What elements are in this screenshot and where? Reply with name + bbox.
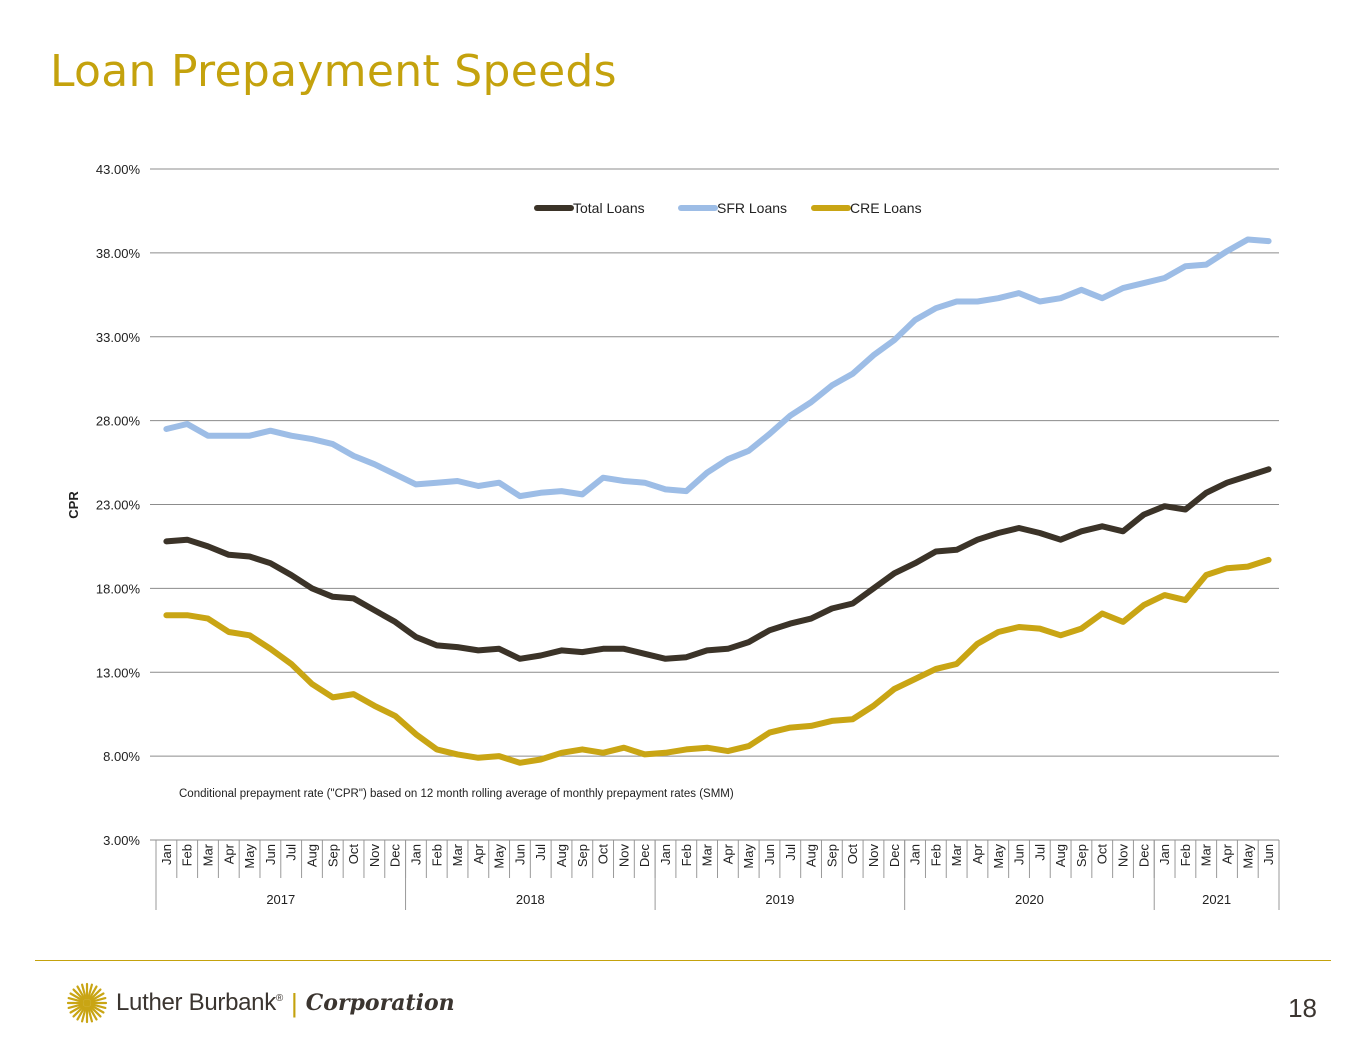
x-month-label: Feb	[1178, 844, 1193, 866]
company-logo: Luther Burbank® | Corporation	[66, 982, 455, 1024]
y-tick-label: 28.00%	[96, 414, 141, 429]
x-month-label: Jan	[159, 844, 174, 865]
y-tick-label: 38.00%	[96, 246, 141, 261]
x-month-label: Mar	[949, 843, 964, 866]
y-axis-label: CPR	[66, 491, 81, 519]
page-title: Loan Prepayment Speeds	[50, 46, 617, 97]
x-month-label: Jun	[512, 844, 527, 865]
x-month-label: Aug	[804, 844, 819, 867]
x-month-label: Feb	[429, 844, 444, 866]
page-number: 18	[1288, 993, 1317, 1023]
x-month-label: Oct	[346, 844, 361, 865]
x-year-label: 2019	[765, 892, 794, 907]
y-tick-label: 3.00%	[103, 833, 140, 848]
y-tick-label: 13.00%	[96, 665, 141, 680]
series-line-cre-loans	[163, 556, 1272, 766]
x-month-label: Apr	[720, 843, 735, 864]
x-month-label: May	[242, 844, 257, 869]
x-month-label: Mar	[1199, 843, 1214, 866]
x-month-label: Mar	[200, 843, 215, 866]
x-axis: Jan Feb Mar Apr May Jun Jul Aug Sep Oct Nov Dec Jan F…	[155, 840, 1280, 910]
x-month-label: Aug	[554, 844, 569, 867]
x-month-label: Feb	[928, 844, 943, 866]
y-axis-tick-labels: 43.00% 38.00% 33.00% 28.00% 23.00% 18.00% 13.0…	[96, 162, 141, 848]
y-tick-label: 43.00%	[96, 162, 141, 177]
x-year-label: 2020	[1015, 892, 1044, 907]
x-month-label: Apr	[221, 843, 236, 864]
x-month-label: Jan	[1157, 844, 1172, 865]
x-year-label: 2017	[266, 892, 295, 907]
y-tick-label: 23.00%	[96, 498, 141, 513]
x-month-label: Aug	[1053, 844, 1068, 867]
x-month-label: Jan	[908, 844, 923, 865]
x-month-label: Jul	[533, 844, 548, 861]
series-lines	[163, 236, 1272, 766]
legend: Total Loans SFR Loans CRE Loans	[534, 200, 922, 216]
gridlines	[150, 168, 1279, 841]
chart-annotation: Conditional prepayment rate ("CPR") base…	[179, 788, 734, 800]
legend-label: Total Loans	[573, 200, 645, 216]
series-line-total-loans	[163, 466, 1272, 662]
x-month-label: Apr	[970, 843, 985, 864]
x-month-label: Apr	[1220, 843, 1235, 864]
x-month-label: Jun	[762, 844, 777, 865]
line-chart: 43.00% 38.00% 33.00% 28.00% 23.00% 18.00% 13.0…	[66, 162, 1280, 910]
x-month-label: Dec	[637, 844, 652, 868]
x-month-label: Jul	[1032, 844, 1047, 861]
y-tick-label: 8.00%	[103, 749, 140, 764]
x-month-label: Jun	[263, 844, 278, 865]
x-month-label: Aug	[304, 844, 319, 867]
x-month-label: Oct	[1095, 844, 1110, 865]
x-month-label: Jul	[284, 844, 299, 861]
x-month-label: May	[741, 844, 756, 869]
x-month-label: Sep	[824, 844, 839, 867]
sunburst-logo-icon	[66, 982, 108, 1024]
x-month-label: Jan	[408, 844, 423, 865]
x-month-label: Dec	[388, 844, 403, 868]
y-tick-label: 18.00%	[96, 581, 141, 596]
x-month-label: Feb	[180, 844, 195, 866]
x-month-label: Jan	[658, 844, 673, 865]
logo-brand: Luther Burbank®	[116, 989, 283, 1016]
x-month-label: Dec	[887, 844, 902, 868]
x-month-label: Mar	[450, 843, 465, 866]
legend-label: CRE Loans	[850, 200, 922, 216]
x-month-label: Nov	[616, 844, 631, 868]
series-line-sfr-loans	[163, 236, 1272, 500]
x-month-label: May	[492, 844, 507, 869]
x-month-label: Oct	[845, 844, 860, 865]
x-year-label: 2018	[516, 892, 545, 907]
logo-separator: |	[291, 987, 298, 1018]
x-month-label: Sep	[325, 844, 340, 867]
x-month-label: Oct	[596, 844, 611, 865]
x-month-label: Nov	[866, 844, 881, 868]
x-year-label: 2021	[1202, 892, 1231, 907]
y-tick-label: 33.00%	[96, 330, 141, 345]
x-month-label: Sep	[1074, 844, 1089, 867]
x-month-label: May	[991, 844, 1006, 869]
x-month-label: Jun	[1012, 844, 1027, 865]
logo-corporation: Corporation	[305, 990, 455, 1016]
x-month-label: Jun	[1261, 844, 1276, 865]
x-month-label: Dec	[1136, 844, 1151, 868]
legend-label: SFR Loans	[717, 200, 787, 216]
x-month-label: Apr	[471, 843, 486, 864]
x-month-label: May	[1240, 844, 1255, 869]
x-month-label: Mar	[700, 843, 715, 866]
x-month-label: Jul	[783, 844, 798, 861]
x-month-label: Nov	[367, 844, 382, 868]
x-month-label: Feb	[679, 844, 694, 866]
x-month-label: Sep	[575, 844, 590, 867]
x-month-label: Nov	[1116, 844, 1131, 868]
footer-rule	[35, 960, 1331, 961]
